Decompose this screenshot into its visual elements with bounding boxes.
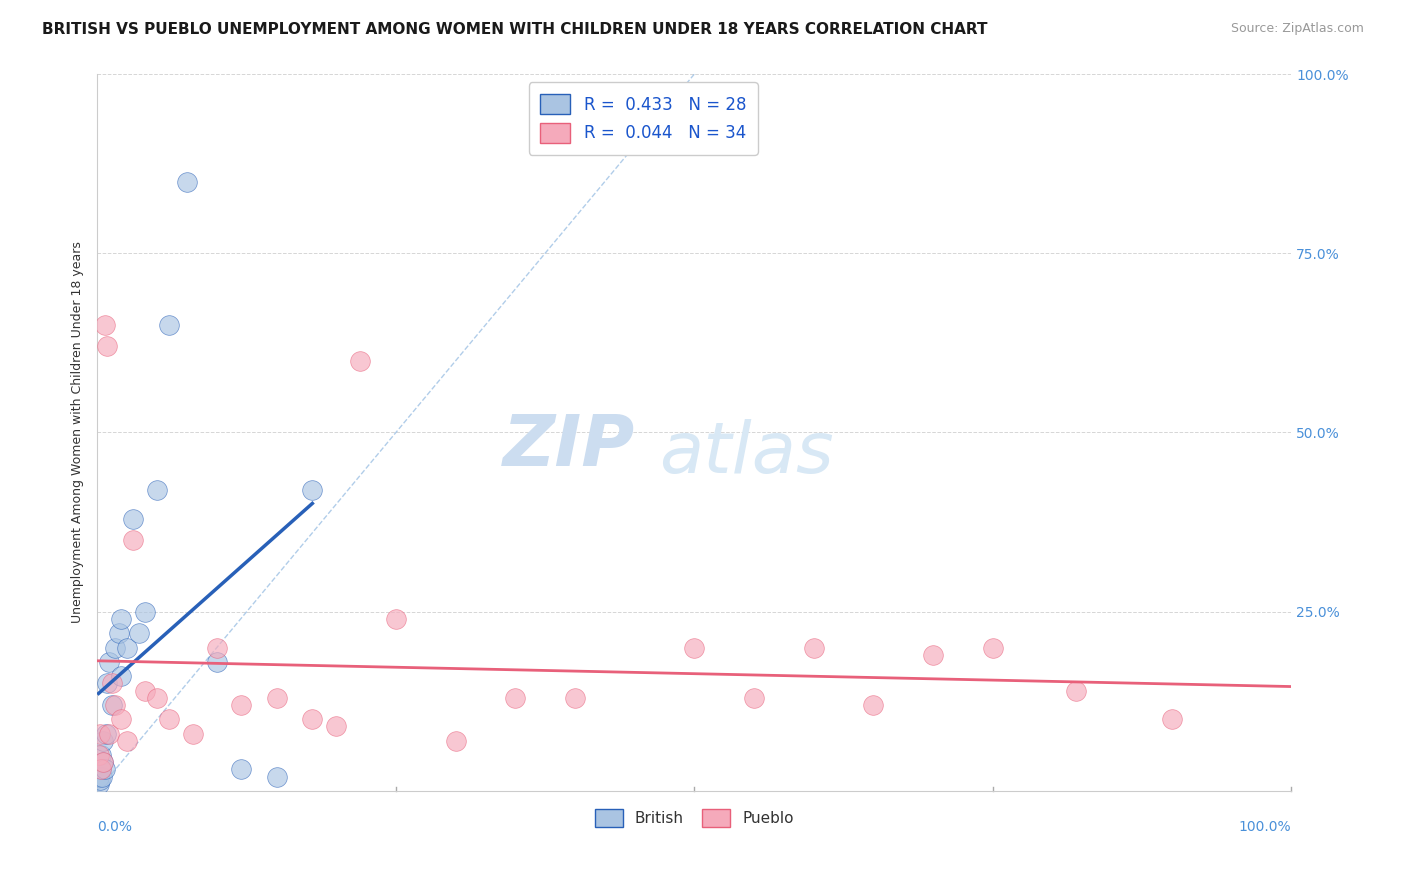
Point — [266, 770, 288, 784]
Point — [122, 533, 145, 547]
Point — [146, 483, 169, 497]
Point — [87, 748, 110, 763]
Point — [505, 690, 527, 705]
Legend: British, Pueblo: British, Pueblo — [589, 803, 800, 833]
Point — [683, 640, 706, 655]
Point — [134, 683, 156, 698]
Point — [90, 763, 112, 777]
Point — [98, 655, 121, 669]
Point — [104, 698, 127, 712]
Point — [981, 640, 1004, 655]
Point — [93, 763, 115, 777]
Point — [89, 726, 111, 740]
Point — [564, 690, 586, 705]
Text: atlas: atlas — [658, 419, 834, 489]
Point — [128, 626, 150, 640]
Point — [146, 690, 169, 705]
Point — [89, 773, 111, 788]
Point — [157, 318, 180, 332]
Point — [301, 483, 323, 497]
Text: 0.0%: 0.0% — [97, 820, 132, 834]
Point — [134, 605, 156, 619]
Point — [87, 770, 110, 784]
Point — [93, 733, 115, 747]
Text: BRITISH VS PUEBLO UNEMPLOYMENT AMONG WOMEN WITH CHILDREN UNDER 18 YEARS CORRELAT: BRITISH VS PUEBLO UNEMPLOYMENT AMONG WOM… — [42, 22, 987, 37]
Point — [90, 748, 112, 763]
Point — [157, 712, 180, 726]
Point — [266, 690, 288, 705]
Point — [104, 640, 127, 655]
Y-axis label: Unemployment Among Women with Children Under 18 years: Unemployment Among Women with Children U… — [72, 242, 84, 624]
Point — [117, 640, 139, 655]
Point — [110, 712, 132, 726]
Point — [205, 655, 228, 669]
Point — [93, 318, 115, 332]
Point — [96, 676, 118, 690]
Point — [100, 698, 122, 712]
Point — [922, 648, 945, 662]
Point — [96, 339, 118, 353]
Point — [803, 640, 825, 655]
Point — [229, 698, 252, 712]
Point — [1066, 683, 1088, 698]
Point — [100, 676, 122, 690]
Point — [862, 698, 884, 712]
Point — [93, 756, 115, 770]
Point — [98, 726, 121, 740]
Point — [301, 712, 323, 726]
Point — [325, 719, 347, 733]
Point — [349, 353, 371, 368]
Point — [87, 777, 110, 791]
Text: Source: ZipAtlas.com: Source: ZipAtlas.com — [1230, 22, 1364, 36]
Point — [110, 612, 132, 626]
Text: 100.0%: 100.0% — [1239, 820, 1291, 834]
Point — [181, 726, 204, 740]
Point — [385, 612, 408, 626]
Point — [444, 733, 467, 747]
Point — [742, 690, 765, 705]
Point — [205, 640, 228, 655]
Point — [122, 511, 145, 525]
Point — [229, 763, 252, 777]
Point — [91, 770, 114, 784]
Point — [110, 669, 132, 683]
Point — [108, 626, 131, 640]
Point — [117, 733, 139, 747]
Point — [93, 756, 115, 770]
Point — [176, 175, 198, 189]
Point — [1161, 712, 1184, 726]
Point — [90, 763, 112, 777]
Point — [94, 726, 117, 740]
Text: ZIP: ZIP — [502, 412, 634, 482]
